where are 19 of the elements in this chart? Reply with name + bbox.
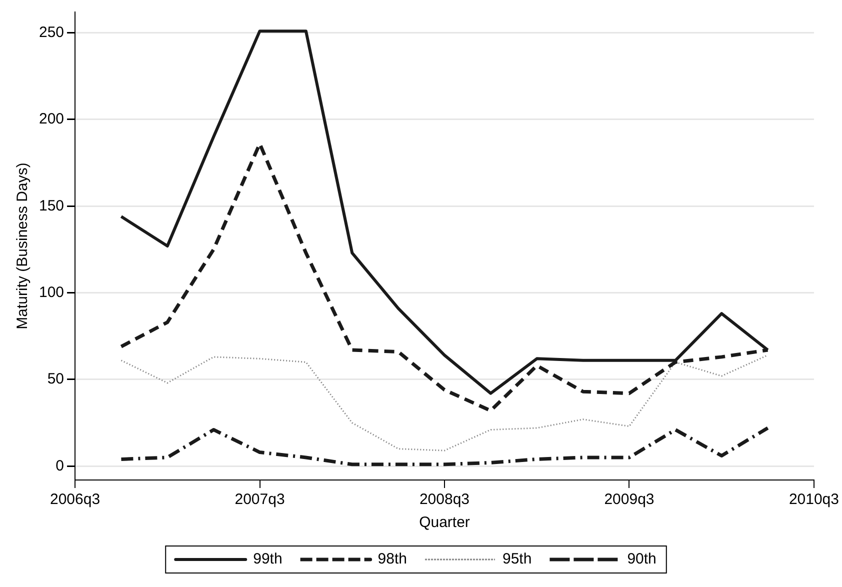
- line-series: [120, 354, 769, 452]
- x-tick-label: 2010q3: [788, 491, 840, 508]
- y-tick-label: 250: [38, 24, 64, 41]
- y-tick-label: 200: [38, 110, 64, 128]
- y-tick-label: 100: [38, 284, 64, 301]
- x-tick-label: 2009q3: [604, 491, 654, 508]
- legend-label: 90th: [627, 550, 656, 568]
- y-tick-label: 0: [56, 457, 64, 474]
- x-tick-label: 2008q3: [419, 491, 470, 508]
- x-axis-title: Quarter: [419, 514, 470, 532]
- y-tick-label: 50: [47, 370, 64, 388]
- x-tick-label: 2006q3: [50, 491, 100, 508]
- y-tick-label: 150: [38, 197, 64, 214]
- y-axis-title: Maturity (Business Days): [14, 162, 32, 330]
- x-tick-label: 2007q3: [234, 491, 285, 508]
- legend-label: 95th: [502, 550, 532, 568]
- legend-label: 98th: [378, 550, 408, 568]
- line-series: [119, 426, 770, 466]
- legend-label: 99th: [253, 550, 282, 568]
